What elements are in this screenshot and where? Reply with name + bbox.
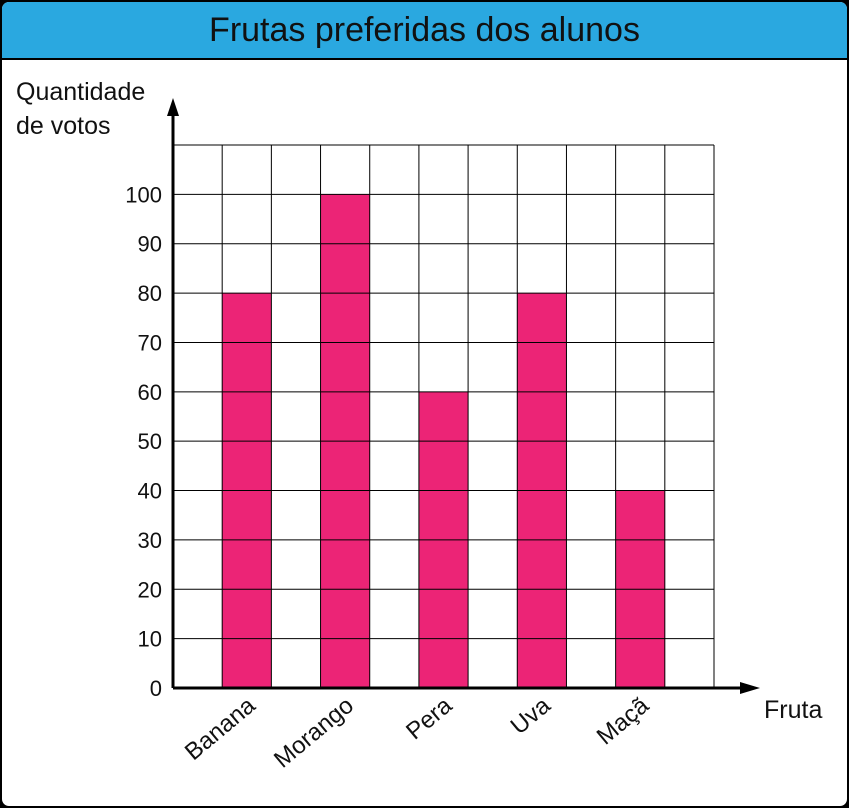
- y-tick-label: 30: [138, 528, 162, 553]
- x-axis-title: Fruta: [764, 696, 822, 724]
- y-tick-label: 70: [138, 330, 162, 355]
- y-tick-label: 40: [138, 479, 162, 504]
- y-axis-title-line1: Quantidade: [16, 78, 145, 106]
- x-category-labels: Banana Morango Pera Uva Maçã: [180, 691, 655, 773]
- y-tick-label: 10: [138, 627, 162, 652]
- y-tick-label: 100: [125, 182, 162, 207]
- axis-layer: [167, 98, 760, 694]
- y-tick-label: 20: [138, 577, 162, 602]
- x-category-label: Maçã: [592, 691, 655, 750]
- x-category-label: Pera: [401, 691, 458, 745]
- y-tick-label: 80: [138, 281, 162, 306]
- y-tick-label: 50: [138, 429, 162, 454]
- y-tick-label: 0: [150, 676, 162, 701]
- y-tick-labels: 0 10 20 30 40 50 60 70 80 90 100: [125, 182, 162, 701]
- y-tick-label: 60: [138, 380, 162, 405]
- x-category-label: Banana: [180, 691, 261, 765]
- y-axis-title-line2: de votos: [16, 112, 111, 140]
- x-category-label: Morango: [269, 692, 359, 774]
- chart-title: Frutas preferidas dos alunos: [2, 2, 847, 60]
- y-axis-arrow-icon: [167, 98, 179, 116]
- x-category-label: Uva: [506, 691, 557, 740]
- y-tick-label: 90: [138, 232, 162, 257]
- x-axis-arrow-icon: [740, 682, 760, 694]
